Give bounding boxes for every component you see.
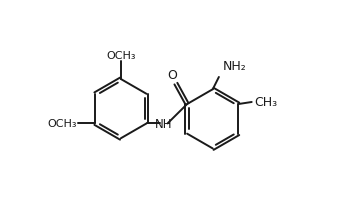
- Text: OCH₃: OCH₃: [47, 119, 77, 129]
- Text: O: O: [167, 68, 177, 81]
- Text: NH: NH: [155, 117, 172, 130]
- Text: CH₃: CH₃: [255, 96, 278, 109]
- Text: OCH₃: OCH₃: [106, 50, 136, 60]
- Text: NH₂: NH₂: [223, 60, 247, 73]
